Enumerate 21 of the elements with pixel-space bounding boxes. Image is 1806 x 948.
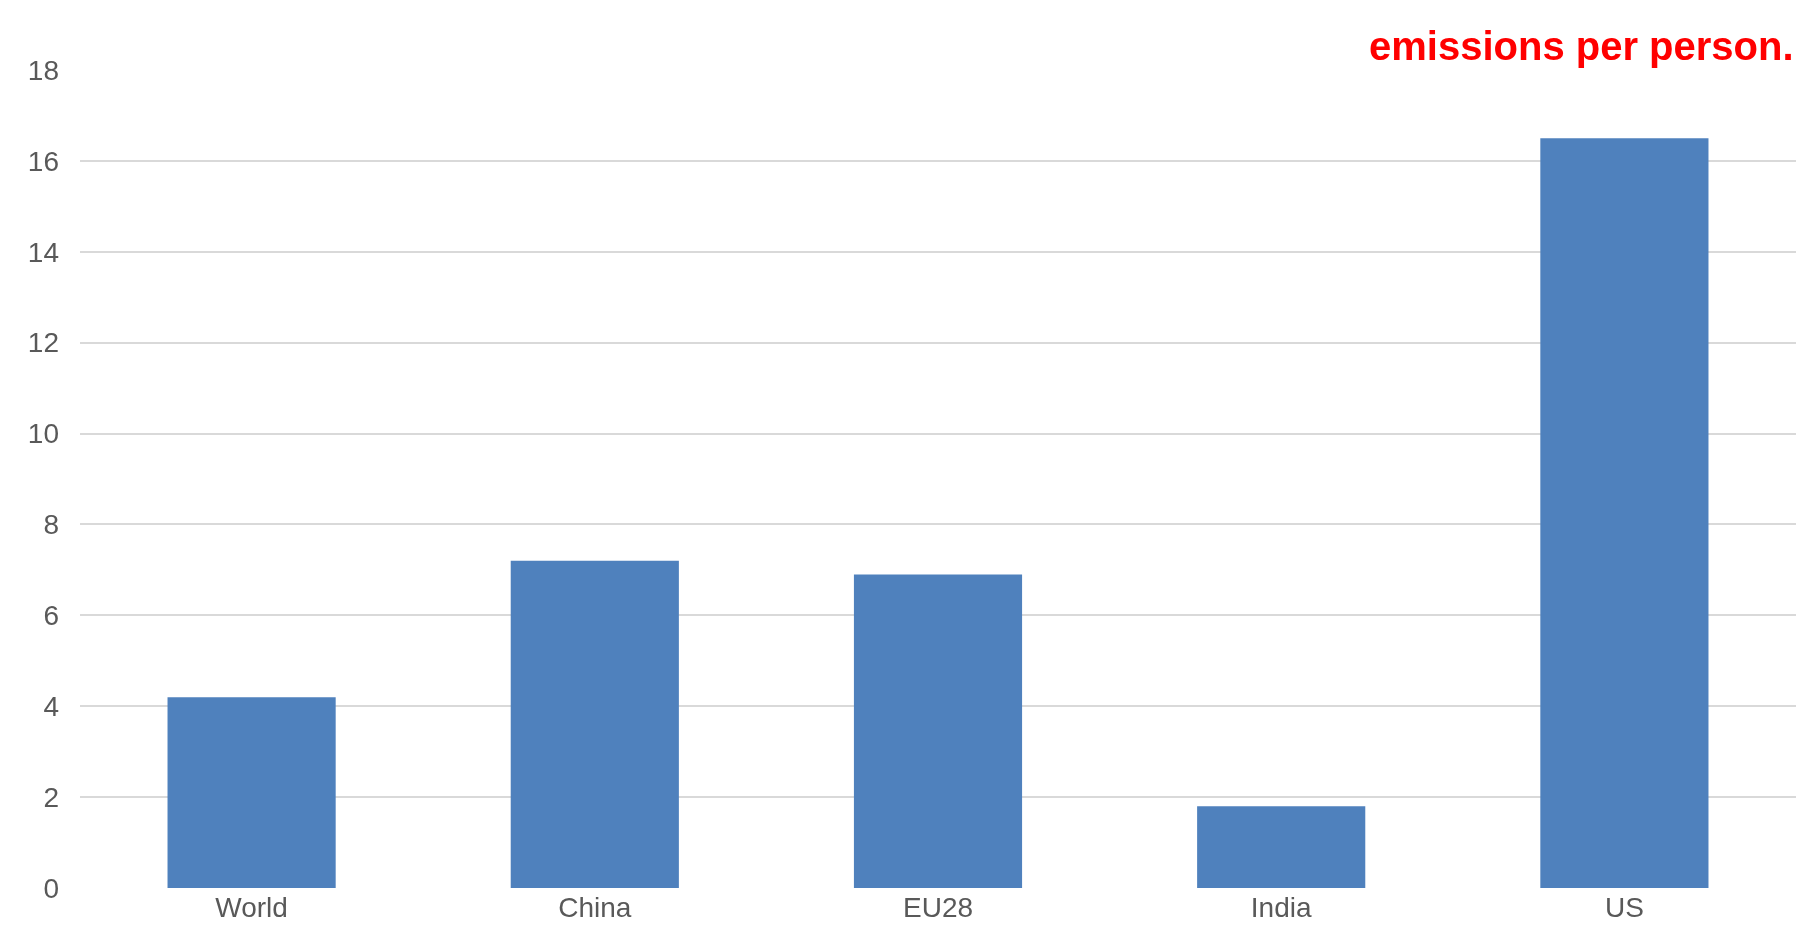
- bar: [853, 574, 1023, 888]
- bar: [1197, 806, 1366, 888]
- y-tick-label: 6: [43, 600, 59, 632]
- y-tick-label: 18: [27, 54, 59, 86]
- x-tick-label: China: [558, 892, 632, 923]
- y-tick-label: 14: [27, 236, 59, 268]
- x-tick-label: India: [1250, 892, 1312, 923]
- y-tick-label: 16: [27, 145, 59, 177]
- y-tick-label: 2: [43, 781, 59, 813]
- bar: [167, 697, 336, 888]
- y-tick-label: 12: [27, 327, 59, 359]
- x-tick-label: World: [215, 892, 288, 923]
- bar: [510, 560, 679, 888]
- y-tick-label: 10: [27, 418, 59, 450]
- y-tick-label: 0: [43, 872, 59, 904]
- x-tick-label: US: [1604, 892, 1644, 923]
- bar: [1540, 138, 1709, 888]
- y-tick-label: 4: [43, 691, 59, 723]
- x-tick-label: EU28: [902, 892, 974, 923]
- y-tick-label: 8: [43, 509, 59, 541]
- text: emissions per person.: [1369, 24, 1794, 68]
